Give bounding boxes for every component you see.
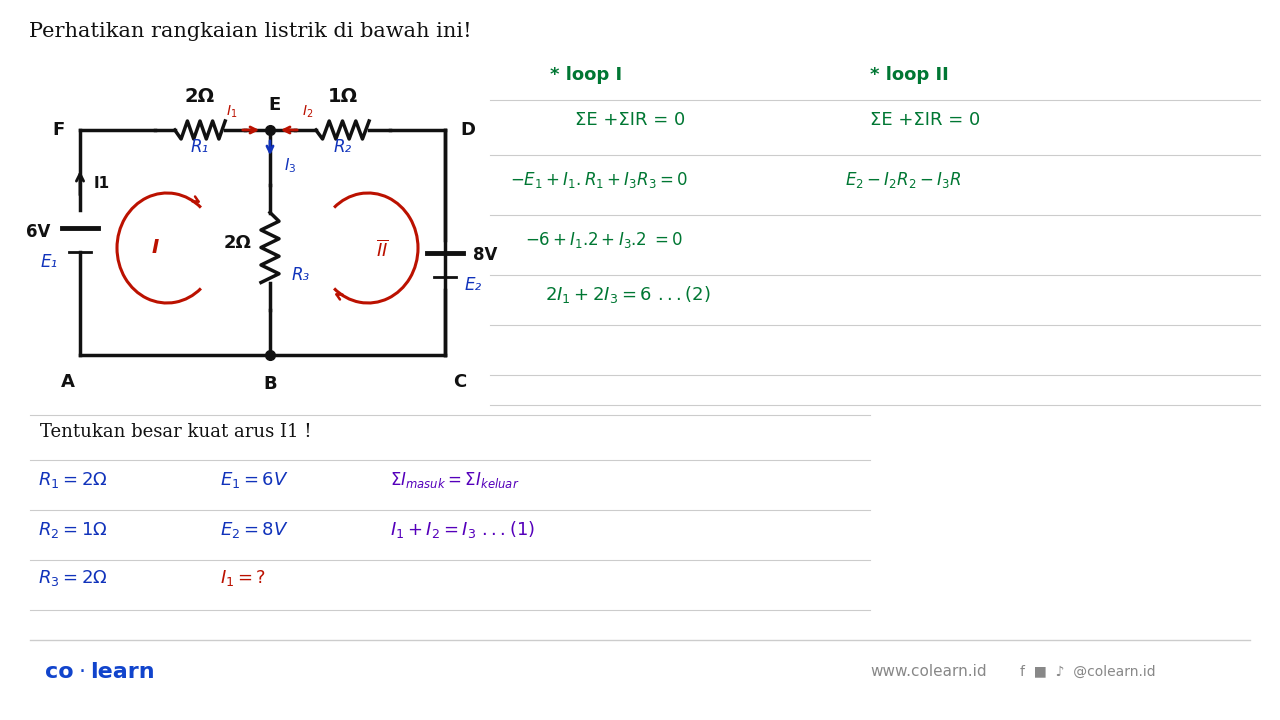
Text: ·: · [79,662,86,682]
Text: $I_3$: $I_3$ [284,156,297,175]
Text: www.colearn.id: www.colearn.id [870,665,987,680]
Text: 6V: 6V [26,223,50,241]
Text: E₂: E₂ [465,276,483,294]
Text: R₁: R₁ [191,138,209,156]
Text: $I_2$: $I_2$ [302,104,314,120]
Text: C: C [453,373,467,391]
Text: $-E_1+I_1.R_1+I_3 R_3=0$: $-E_1+I_1.R_1+I_3 R_3=0$ [509,170,689,190]
Text: F: F [52,121,65,139]
Text: $I_1$: $I_1$ [227,104,238,120]
Text: E: E [269,96,282,114]
Text: co: co [45,662,74,682]
Text: 8V: 8V [474,246,498,264]
Text: A: A [61,373,76,391]
Text: $2I_1 + 2I_3 = 6\ ...(2)$: $2I_1 + 2I_3 = 6\ ...(2)$ [545,284,710,305]
Text: D: D [460,121,475,139]
Text: $I_1 = ?$: $I_1 = ?$ [220,568,266,588]
Text: Tentukan besar kuat arus I1 !: Tentukan besar kuat arus I1 ! [40,423,311,441]
Text: 2Ω: 2Ω [184,87,215,106]
Text: R₂: R₂ [334,138,352,156]
Text: f  ■  ♪  @colearn.id: f ■ ♪ @colearn.id [1020,665,1156,679]
Text: * loop II: * loop II [870,66,948,84]
Text: $R_1 = 2\Omega$: $R_1 = 2\Omega$ [38,470,108,490]
Text: $I_1+I_2 = I_3\ ...(1)$: $I_1+I_2 = I_3\ ...(1)$ [390,520,535,541]
Text: I: I [151,238,159,257]
Text: I1: I1 [93,176,110,191]
Text: ΣE +ΣIR = 0: ΣE +ΣIR = 0 [870,111,980,129]
Text: learn: learn [90,662,155,682]
Text: R₃: R₃ [292,266,310,284]
Text: ΣE +ΣIR = 0: ΣE +ΣIR = 0 [575,111,685,129]
Text: 2Ω: 2Ω [224,234,252,252]
Text: $R_2 = 1\Omega$: $R_2 = 1\Omega$ [38,520,108,540]
Text: B: B [264,375,276,393]
Text: Perhatikan rangkaian listrik di bawah ini!: Perhatikan rangkaian listrik di bawah in… [28,22,471,41]
Text: $-6 + I_1.2+I_3.2\ =0$: $-6 + I_1.2+I_3.2\ =0$ [525,230,684,250]
Text: $E_2-I_2R_2-I_3R$: $E_2-I_2R_2-I_3R$ [845,170,961,190]
Text: $\Sigma I_{masuk} = \Sigma I_{keluar}$: $\Sigma I_{masuk} = \Sigma I_{keluar}$ [390,470,520,490]
Text: $R_3 = 2\Omega$: $R_3 = 2\Omega$ [38,568,108,588]
Text: 1Ω: 1Ω [328,87,358,106]
Text: * loop I: * loop I [550,66,622,84]
Text: $E_2 = 8V$: $E_2 = 8V$ [220,520,289,540]
Text: $E_1 = 6V$: $E_1 = 6V$ [220,470,289,490]
Text: $\overline{II}$: $\overline{II}$ [376,239,388,260]
Text: E₁: E₁ [41,253,58,271]
